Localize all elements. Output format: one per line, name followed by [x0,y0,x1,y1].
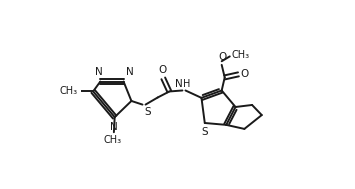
Text: CH₃: CH₃ [231,50,250,60]
Text: N: N [95,67,103,77]
Text: N: N [126,67,133,77]
Text: O: O [218,53,226,62]
Text: CH₃: CH₃ [60,86,78,96]
Text: O: O [241,69,249,79]
Text: O: O [159,65,167,75]
Text: CH₃: CH₃ [103,135,121,145]
Text: N: N [175,79,182,89]
Text: H: H [184,79,191,89]
Text: N: N [110,122,118,132]
Text: S: S [201,127,208,137]
Text: S: S [144,107,151,117]
